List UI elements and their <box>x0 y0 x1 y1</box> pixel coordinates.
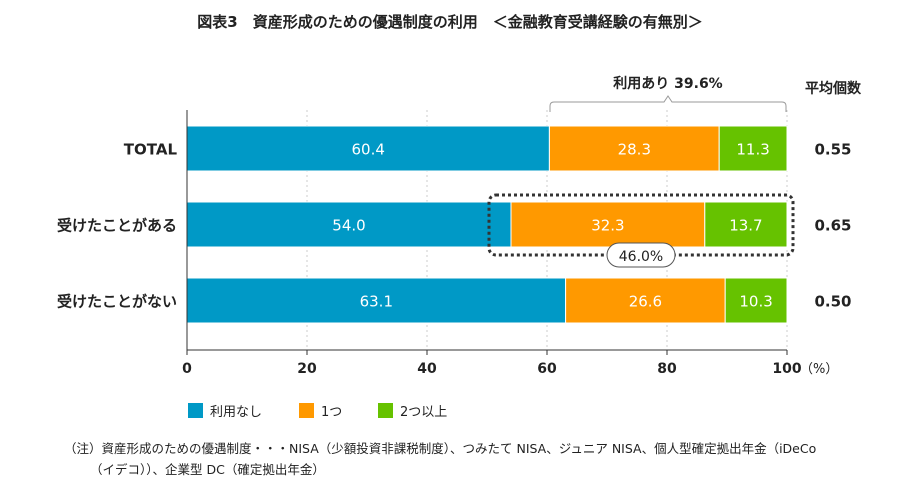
bar-segment <box>186 125 550 172</box>
legend-label: 1つ <box>321 405 342 420</box>
data-label: 10.3 <box>739 293 772 311</box>
category-label: 受けたことがある <box>57 217 177 235</box>
bar-segment <box>718 125 788 172</box>
bar-segment <box>510 201 706 248</box>
x-tick-label: 0 <box>182 361 192 377</box>
legend-swatch <box>299 403 314 418</box>
bar-segment <box>548 125 720 172</box>
bar-segment <box>186 277 567 324</box>
x-tick-label: 100 <box>772 361 801 377</box>
x-tick-label: 20 <box>297 361 317 377</box>
x-tick-label: 60 <box>537 361 557 377</box>
data-label: 63.1 <box>360 293 393 311</box>
data-label: 26.6 <box>629 293 662 311</box>
data-label: 11.3 <box>736 141 769 159</box>
average-value: 0.65 <box>814 217 851 235</box>
average-value: 0.55 <box>814 141 851 159</box>
category-label: TOTAL <box>124 141 178 159</box>
chart: 図表3 資産形成のための優遇制度の利用 ＜金融教育受講経験の有無別＞ TOTAL… <box>57 13 862 420</box>
legend-label: 利用なし <box>210 405 262 420</box>
highlight-box <box>487 193 795 257</box>
data-label: 13.7 <box>729 217 762 235</box>
box-label-bg <box>606 242 676 268</box>
category-label: 受けたことがない <box>57 293 177 311</box>
x-tick-label: 80 <box>657 361 677 377</box>
brace <box>549 95 787 112</box>
x-tick-label: 40 <box>417 361 437 377</box>
box-label: 46.0% <box>619 249 663 265</box>
bar-segment <box>704 201 788 248</box>
legend-swatch <box>188 403 203 418</box>
x-unit: （%） <box>800 362 838 377</box>
avg-header: 平均個数 <box>805 80 862 97</box>
average-value: 0.50 <box>814 293 851 311</box>
data-label: 60.4 <box>351 141 384 159</box>
brace-label: 利用あり 39.6% <box>613 75 722 92</box>
legend-swatch <box>378 403 393 418</box>
chart-title: 図表3 資産形成のための優遇制度の利用 ＜金融教育受講経験の有無別＞ <box>197 13 702 31</box>
legend-label: 2つ以上 <box>400 405 447 420</box>
footnote-line-2: （イデコ））、企業型 DC（確定拠出年金） <box>90 462 325 477</box>
data-label: 54.0 <box>332 217 365 235</box>
bar-segment <box>186 201 512 248</box>
data-label: 28.3 <box>618 141 651 159</box>
footnote-line-1: （注）資産形成のための優遇制度・・・NISA（少額投資非課税制度）、つみたて N… <box>64 441 817 456</box>
footnote: （注）資産形成のための優遇制度・・・NISA（少額投資非課税制度）、つみたて N… <box>64 438 884 480</box>
data-label: 32.3 <box>591 217 624 235</box>
bar-segment <box>724 277 788 324</box>
